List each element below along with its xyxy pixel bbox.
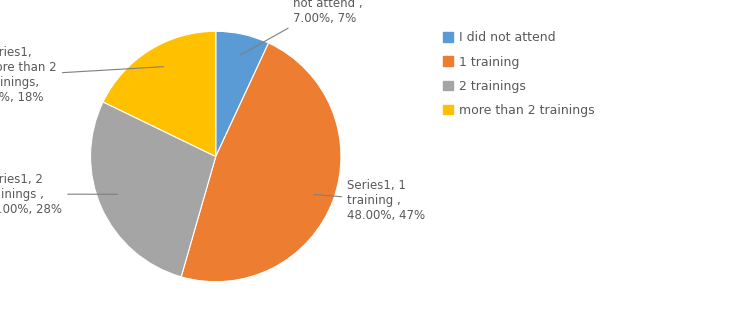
Text: Series1, 1
training ,
48.00%, 47%: Series1, 1 training , 48.00%, 47%	[314, 179, 426, 222]
Wedge shape	[216, 31, 269, 156]
Wedge shape	[91, 102, 216, 277]
Text: Series1,
more than 2
trainings,
18%, 18%: Series1, more than 2 trainings, 18%, 18%	[0, 46, 164, 104]
Wedge shape	[103, 31, 216, 156]
Wedge shape	[182, 43, 341, 282]
Text: Series1, 2
trainings ,
28.00%, 28%: Series1, 2 trainings , 28.00%, 28%	[0, 172, 118, 216]
Text: Series1, I did
not attend ,
7.00%, 7%: Series1, I did not attend , 7.00%, 7%	[240, 0, 371, 55]
Legend: I did not attend, 1 training, 2 trainings, more than 2 trainings: I did not attend, 1 training, 2 training…	[439, 28, 599, 121]
